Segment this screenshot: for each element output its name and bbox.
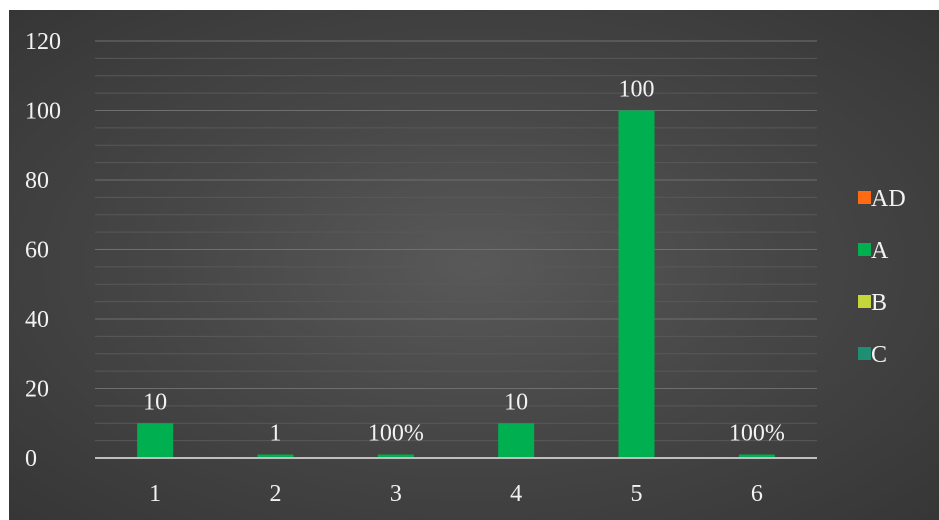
- legend-swatch: [858, 243, 871, 256]
- x-tick-label: 6: [751, 481, 763, 507]
- legend-item-b: B: [858, 290, 887, 316]
- y-tick-label: 60: [25, 238, 49, 264]
- x-tick-label: 2: [270, 481, 282, 507]
- bars: [137, 110, 775, 458]
- bar-a-2: [257, 454, 294, 458]
- y-tick-label: 40: [25, 307, 49, 333]
- legend-label: A: [871, 238, 889, 264]
- bar-a-3: [377, 454, 414, 458]
- data-label: 10: [143, 389, 167, 415]
- data-label: 100%: [729, 421, 785, 447]
- y-tick-label: 0: [25, 446, 37, 472]
- y-axis-tick-labels: 0 20 40 60 80 100 120: [25, 29, 61, 472]
- data-labels: 10 1 100% 10 100 100%: [143, 77, 785, 447]
- legend-swatch: [858, 295, 871, 308]
- legend-swatch: [858, 191, 871, 204]
- gridlines: [95, 40, 817, 442]
- bar-a-5: [618, 110, 655, 458]
- legend-label: C: [871, 342, 887, 368]
- data-label: 1: [270, 421, 282, 447]
- legend-swatch: [858, 347, 871, 360]
- bar-a-6: [738, 454, 775, 458]
- data-label: 100%: [368, 421, 424, 447]
- y-tick-label: 80: [25, 168, 49, 194]
- data-label: 10: [504, 389, 528, 415]
- y-tick-label: 120: [25, 29, 61, 55]
- legend-item-c: C: [858, 342, 887, 368]
- x-tick-label: 1: [149, 481, 161, 507]
- legend-label: B: [871, 290, 887, 316]
- legend: AD ABC: [858, 186, 906, 368]
- legend-item-ad: AD: [858, 186, 906, 212]
- x-tick-label: 5: [631, 481, 643, 507]
- bar-a-4: [498, 423, 535, 458]
- legend-label: AD: [871, 186, 906, 212]
- legend-item-a: A: [858, 238, 889, 264]
- y-tick-label: 100: [25, 99, 61, 125]
- x-tick-label: 3: [390, 481, 402, 507]
- bar-a-1: [137, 423, 174, 458]
- x-axis-tick-labels: 1 2 3 4 5 6: [149, 481, 763, 507]
- data-label: 100: [619, 77, 655, 103]
- x-tick-label: 4: [510, 481, 522, 507]
- y-tick-label: 20: [25, 377, 49, 403]
